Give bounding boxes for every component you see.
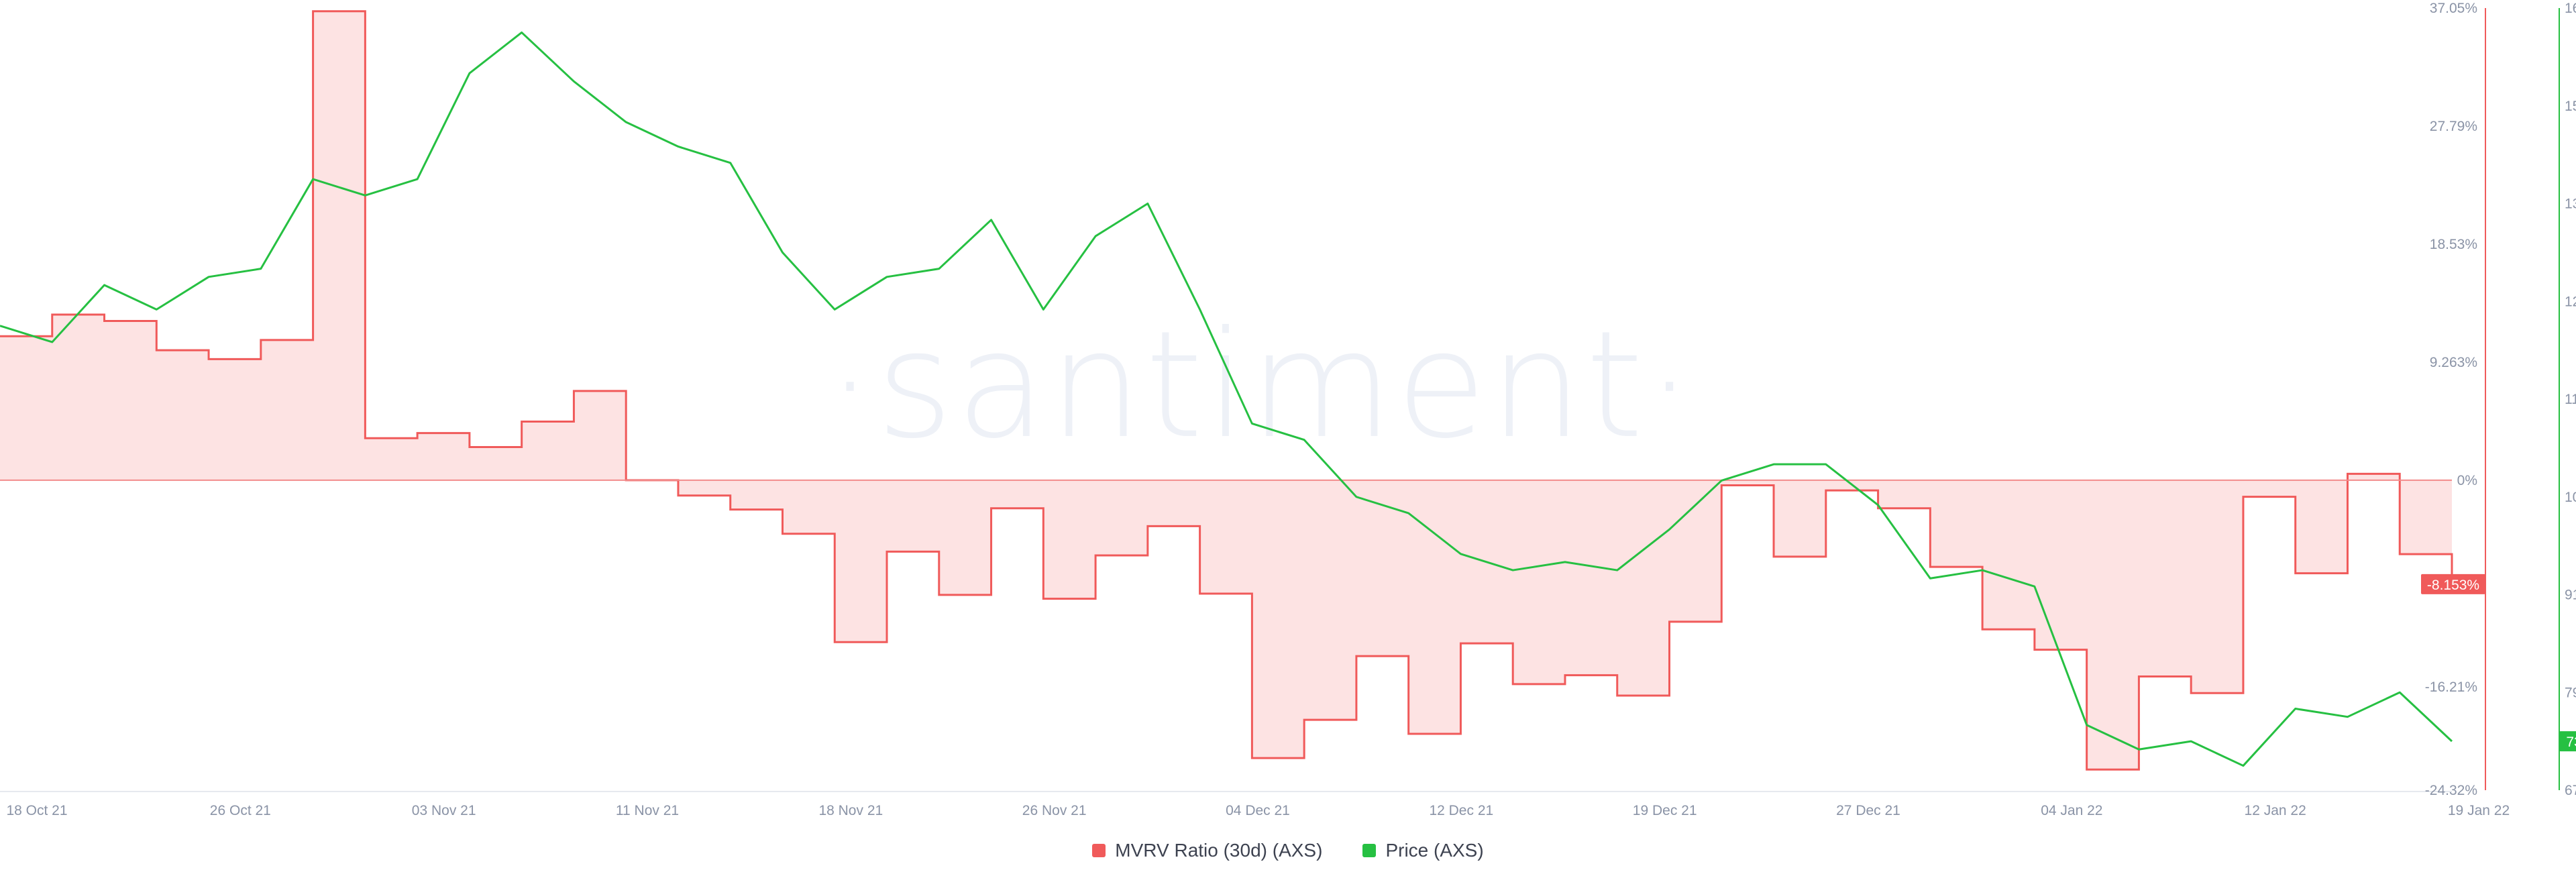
price-tick-label: 115 (2565, 392, 2576, 407)
legend-item-price[interactable]: Price (AXS) (1362, 840, 1484, 861)
price-tick-label: 139 (2565, 197, 2576, 212)
x-tick-label: 18 Oct 21 (6, 803, 67, 818)
x-tick-label: 04 Dec 21 (1226, 803, 1290, 818)
price-tick-label: 91 (2565, 588, 2576, 603)
mvrv-tick-label: 0% (2457, 473, 2477, 488)
price-tick-label: 163 (2565, 1, 2576, 16)
legend-label-mvrv: MVRV Ratio (30d) (AXS) (1115, 840, 1323, 861)
x-tick-label: 11 Nov 21 (616, 803, 679, 818)
price-tick-label: 151 (2565, 99, 2576, 114)
price-legend-swatch (1362, 844, 1377, 857)
santiment-watermark: ·santiment· (826, 299, 1695, 471)
x-tick-label: 04 Jan 22 (2041, 803, 2102, 818)
mvrv-line (0, 10, 2453, 771)
price-last-badge (2559, 731, 2576, 752)
x-tick-label: 18 Nov 21 (818, 803, 883, 818)
x-tick-label: 19 Dec 21 (1633, 803, 1697, 818)
chart-legend: MVRV Ratio (30d) (AXS) Price (AXS) (0, 840, 2576, 861)
x-tick-label: 26 Nov 21 (1022, 803, 1087, 818)
mvrv-tick-label: 37.05% (2430, 1, 2477, 16)
x-tick-label: 26 Oct 21 (210, 803, 271, 818)
mvrv-last-value: -8.153% (2427, 578, 2479, 593)
x-tick-label: 12 Dec 21 (1429, 803, 1493, 818)
mvrv-last-badge (2421, 574, 2485, 594)
price-last-value: 73 (2566, 734, 2576, 750)
x-tick-label: 19 Jan 22 (2448, 803, 2510, 818)
mvrv-tick-label: 27.79% (2430, 119, 2477, 134)
mvrv-tick-label: -16.21% (2425, 679, 2477, 695)
mvrv-tick-label: 18.53% (2430, 237, 2477, 252)
legend-label-price: Price (AXS) (1385, 840, 1484, 861)
price-line (0, 31, 2453, 767)
mvrv-tick-label: 9.263% (2430, 355, 2477, 370)
mvrv-tick-label: -24.32% (2425, 783, 2477, 798)
price-tick-label: 127 (2565, 294, 2576, 309)
legend-item-mvrv[interactable]: MVRV Ratio (30d) (AXS) (1092, 840, 1322, 861)
x-tick-label: 12 Jan 22 (2245, 803, 2306, 818)
price-tick-label: 103 (2565, 490, 2576, 505)
x-tick-label: 27 Dec 21 (1836, 803, 1900, 818)
mvrv-legend-swatch (1092, 844, 1106, 857)
x-tick-label: 03 Nov 21 (412, 803, 476, 818)
price-tick-label: 79 (2565, 685, 2576, 700)
price-tick-label: 67 (2565, 783, 2576, 798)
